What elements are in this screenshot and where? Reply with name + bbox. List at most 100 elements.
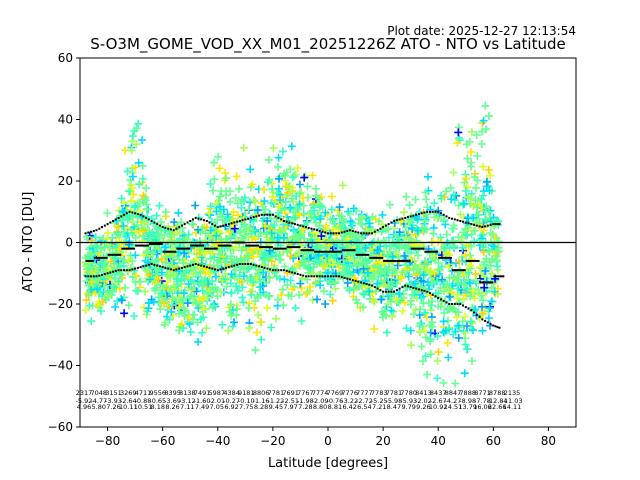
scatter-point <box>215 164 224 173</box>
scatter-point <box>128 257 137 265</box>
scatter-point <box>134 119 143 128</box>
scatter-point <box>274 295 282 304</box>
scatter-point <box>292 192 301 201</box>
stat-value: -3.93 <box>105 397 122 405</box>
scatter-point <box>256 318 265 327</box>
scatter-point <box>471 196 480 205</box>
scatter-point <box>258 252 267 261</box>
scatter-point <box>251 235 260 244</box>
scatter-point <box>186 276 195 285</box>
scatter-point <box>402 324 411 333</box>
upper-quantile-dot <box>216 226 219 229</box>
scatter-point <box>179 259 188 268</box>
scatter-point <box>164 272 173 281</box>
scatter-point <box>156 280 165 289</box>
scatter-point <box>274 202 283 211</box>
scatter-point <box>469 326 477 335</box>
lower-quantile-dot <box>442 299 445 302</box>
upper-quantile-dot <box>291 222 294 225</box>
scatter-point <box>345 262 354 271</box>
lower-quantile-dot <box>288 270 291 273</box>
lower-quantile-dot <box>203 265 205 268</box>
scatter-point <box>231 243 240 252</box>
scatter-point <box>85 269 94 278</box>
upper-quantile-dot <box>373 230 376 233</box>
scatter-point <box>328 260 337 269</box>
lower-quantile-dot <box>351 279 354 282</box>
upper-quantile-dot <box>486 224 489 227</box>
scatter-point <box>256 228 265 237</box>
lower-quantile-dot <box>277 269 280 272</box>
stat-value: -2.02 <box>415 397 432 405</box>
lower-quantile-dot <box>219 268 222 271</box>
scatter-point <box>453 138 462 147</box>
scatter-point <box>132 124 141 133</box>
upper-quantile-dot <box>136 213 139 216</box>
scatter-point <box>194 225 203 234</box>
scatter-point <box>219 205 228 214</box>
x-tick-label: 60 <box>486 434 501 448</box>
upper-quantile-dot <box>164 226 167 229</box>
lower-quantile-dot <box>164 266 167 269</box>
upper-quantile-dot <box>440 212 442 215</box>
lower-quantile-dot <box>365 283 368 285</box>
scatter-point <box>296 279 305 288</box>
upper-quantile-dot <box>423 211 426 214</box>
scatter-point <box>276 255 285 264</box>
scatter-point <box>447 288 456 297</box>
upper-quantile-dot <box>131 211 134 214</box>
scatter-point <box>368 240 376 249</box>
upper-quantile-dot <box>473 223 475 226</box>
scatter-point <box>206 254 215 263</box>
scatter-point <box>201 236 210 245</box>
scatter-point <box>135 180 144 189</box>
lower-quantile-dot <box>161 266 164 269</box>
scatter-point <box>128 217 137 226</box>
lower-quantile-dot <box>484 319 487 322</box>
scatter-point <box>298 274 307 283</box>
scatter-point <box>376 252 385 261</box>
scatter-point <box>206 202 215 211</box>
stat-value: -4.27 <box>445 397 462 405</box>
lower-quantile-dot <box>357 280 360 283</box>
scatter-point <box>157 254 166 263</box>
scatter-point <box>327 205 336 214</box>
lower-quantile-dot <box>313 275 316 278</box>
scatter-point <box>416 305 425 314</box>
upper-quantile-dot <box>186 221 189 224</box>
scatter-point <box>400 298 409 307</box>
scatter-point <box>439 279 448 288</box>
scatter-point <box>465 137 474 146</box>
upper-quantile-dot <box>412 214 415 217</box>
scatter-point <box>107 266 116 275</box>
stat-value: -5.92 <box>76 397 93 405</box>
scatter-point <box>466 292 475 301</box>
scatter-point <box>278 147 287 156</box>
upper-quantile-dot <box>462 220 464 223</box>
scatter-point <box>421 333 430 342</box>
scatter-point <box>316 281 325 290</box>
upper-quantile-dot <box>271 213 274 216</box>
scatter-point <box>222 254 231 263</box>
scatter-point <box>151 263 160 272</box>
lower-quantile-dot <box>233 264 236 267</box>
scatter-point <box>299 194 308 202</box>
stat-value: -2.01 <box>208 397 225 405</box>
scatter-point <box>175 255 183 264</box>
scatter-point <box>466 194 475 203</box>
scatter-point <box>205 286 214 295</box>
scatter-point <box>130 203 139 212</box>
lower-quantile-dot <box>142 265 145 268</box>
stat-value: 8806 <box>253 389 270 397</box>
scatter-point <box>308 239 317 248</box>
scatter-point <box>272 217 281 226</box>
upper-quantile-dot <box>302 225 305 228</box>
scatter-point <box>280 275 289 284</box>
upper-quantile-dot <box>169 228 172 231</box>
scatter-point <box>194 304 203 312</box>
stat-value: 2317 <box>76 389 93 397</box>
scatter-point <box>423 370 432 379</box>
scatter-point <box>235 226 244 235</box>
scatter-point <box>388 252 397 261</box>
